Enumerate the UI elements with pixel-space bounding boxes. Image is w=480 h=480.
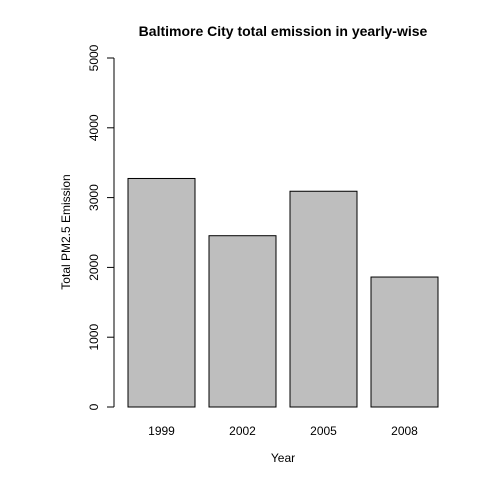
x-tick-label-1999: 1999 — [148, 424, 175, 438]
y-axis: 0 1000 2000 3000 4000 5000 — [87, 44, 115, 410]
y-axis-label: Total PM2.5 Emission — [59, 174, 73, 289]
bars-group — [127, 177, 439, 408]
x-tick-labels: 1999 2002 2005 2008 — [148, 424, 418, 438]
x-tick-label-2002: 2002 — [229, 424, 256, 438]
chart-title: Baltimore City total emission in yearly-… — [139, 23, 428, 39]
bar-1999 — [127, 177, 196, 408]
y-tick-label-2000: 2000 — [87, 254, 101, 281]
x-axis-label: Year — [271, 451, 295, 465]
x-tick-label-2008: 2008 — [391, 424, 418, 438]
y-tick-label-1000: 1000 — [87, 324, 101, 351]
y-tick-label-3000: 3000 — [87, 184, 101, 211]
bar-2008 — [370, 276, 439, 408]
y-tick-label-0: 0 — [87, 403, 101, 410]
y-tick-label-5000: 5000 — [87, 44, 101, 71]
bar-2002 — [208, 235, 277, 408]
x-tick-label-2005: 2005 — [310, 424, 337, 438]
bar-2005 — [289, 190, 358, 408]
y-tick-label-4000: 4000 — [87, 114, 101, 141]
